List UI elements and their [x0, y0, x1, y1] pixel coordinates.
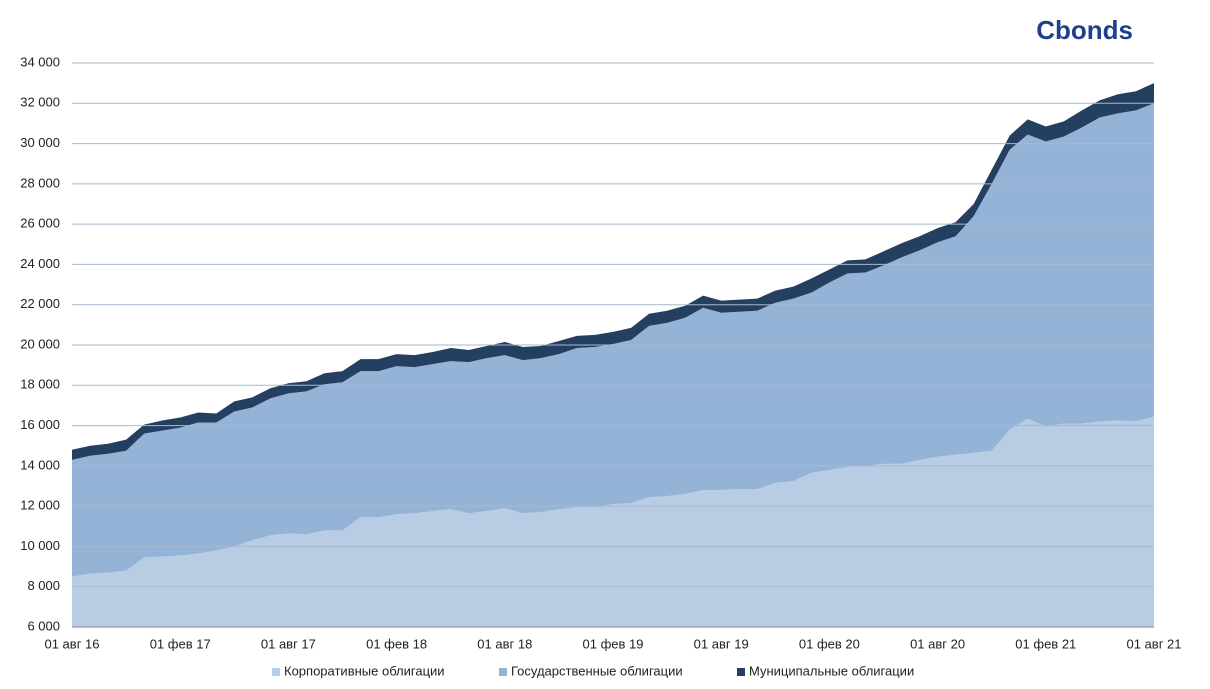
x-tick-label: 01 фев 18 [366, 636, 427, 651]
legend-swatch [499, 668, 507, 676]
x-tick-label: 01 авг 20 [910, 636, 965, 651]
area [72, 103, 1154, 577]
y-tick-label: 34 000 [20, 54, 60, 69]
y-tick-label: 18 000 [20, 377, 60, 392]
y-tick-label: 6 000 [27, 618, 60, 633]
x-tick-label: 01 фев 19 [583, 636, 644, 651]
x-tick-label: 01 фев 21 [1015, 636, 1076, 651]
x-tick-label: 01 авг 19 [694, 636, 749, 651]
y-tick-label: 26 000 [20, 216, 60, 231]
x-tick-label: 01 фев 20 [799, 636, 860, 651]
legend-label: Муниципальные облигации [749, 663, 914, 678]
x-tick-label: 01 авг 18 [477, 636, 532, 651]
y-tick-label: 12 000 [20, 498, 60, 513]
area [72, 83, 1154, 460]
legend-swatch [272, 668, 280, 676]
x-tick-label: 01 авг 16 [44, 636, 99, 651]
y-tick-label: 24 000 [20, 256, 60, 271]
legend-label: Корпоративные облигации [284, 663, 445, 678]
y-tick-label: 10 000 [20, 538, 60, 553]
x-tick-label: 01 авг 21 [1126, 636, 1181, 651]
x-tick-label: 01 авг 17 [261, 636, 316, 651]
y-tick-label: 16 000 [20, 417, 60, 432]
area [72, 416, 1154, 627]
x-tick-label: 01 фев 17 [150, 636, 211, 651]
y-tick-label: 28 000 [20, 175, 60, 190]
logo: Cbonds [1036, 15, 1133, 45]
y-tick-label: 20 000 [20, 336, 60, 351]
legend-label: Государственные облигации [511, 663, 683, 678]
y-tick-label: 32 000 [20, 95, 60, 110]
legend-swatch [737, 668, 745, 676]
y-tick-label: 22 000 [20, 296, 60, 311]
y-tick-label: 30 000 [20, 135, 60, 150]
y-tick-label: 8 000 [27, 578, 60, 593]
y-tick-label: 14 000 [20, 457, 60, 472]
